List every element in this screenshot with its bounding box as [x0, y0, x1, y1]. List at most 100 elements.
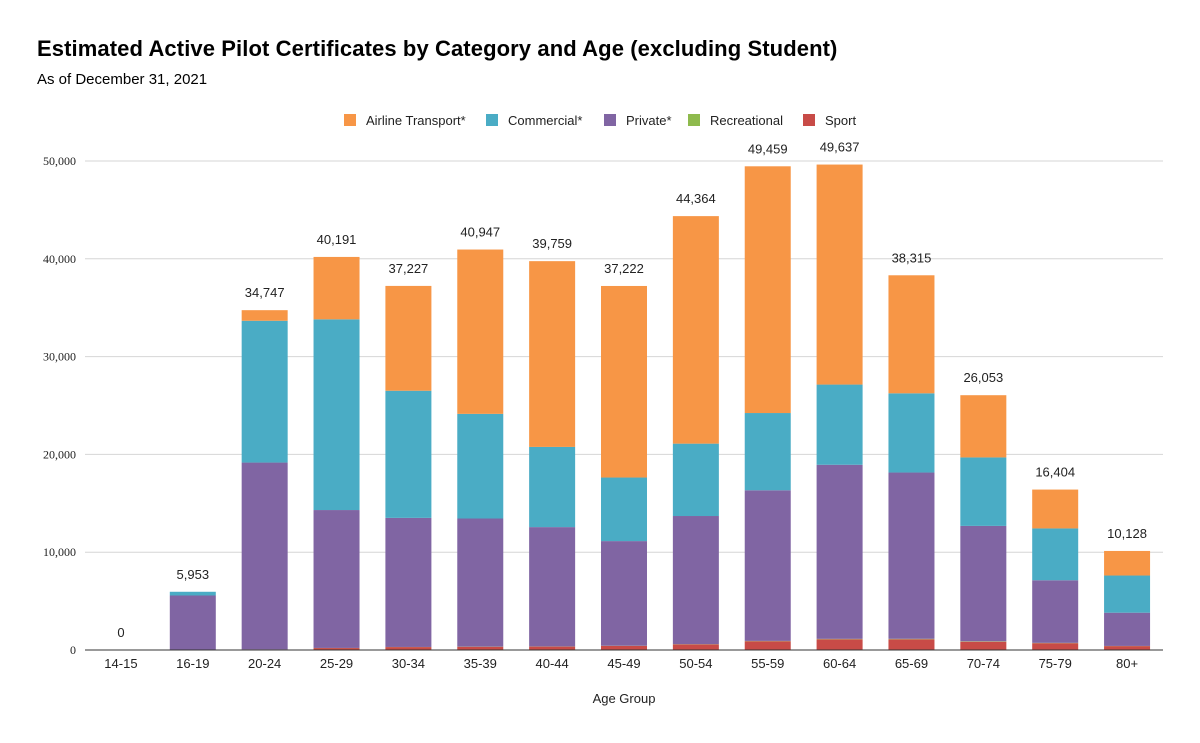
x-tick-label: 30-34	[392, 656, 425, 671]
bar-total-label: 10,128	[1107, 526, 1147, 541]
bar-segment-private	[1104, 612, 1151, 646]
bar-segment-sport	[1104, 646, 1151, 650]
bar-total-label: 40,947	[460, 225, 500, 240]
bar-total-label: 37,227	[389, 261, 429, 276]
x-tick-label: 25-29	[320, 656, 353, 671]
bar-segment-private	[385, 517, 432, 647]
bar-segment-sport	[816, 639, 863, 650]
bar-segment-airlinetransport	[313, 256, 360, 320]
bar-segment-commercial	[960, 457, 1007, 526]
bar-segment-private	[960, 525, 1007, 642]
x-tick-label: 45-49	[607, 656, 640, 671]
bar-segment-sport	[888, 639, 935, 650]
bar-total-label: 26,053	[963, 370, 1003, 385]
y-tick-label: 10,000	[43, 545, 76, 559]
x-tick-label: 50-54	[679, 656, 712, 671]
bar-total-label: 39,759	[532, 236, 572, 251]
y-tick-label: 20,000	[43, 447, 76, 461]
legend-swatch	[803, 114, 815, 126]
bar-segment-airlinetransport	[888, 275, 935, 394]
bar-total-label: 44,364	[676, 191, 716, 206]
bar-segment-airlinetransport	[960, 395, 1007, 458]
chart-title: Estimated Active Pilot Certificates by C…	[37, 36, 838, 61]
x-axis-label: Age Group	[593, 691, 656, 706]
x-tick-label: 65-69	[895, 656, 928, 671]
bar-segment-commercial	[888, 393, 935, 473]
bar-segment-commercial	[313, 319, 360, 511]
legend-label: Sport	[825, 113, 856, 128]
bar-segment-commercial	[601, 477, 647, 542]
x-tick-label: 14-15	[104, 656, 137, 671]
bar-segment-sport	[385, 647, 432, 650]
y-tick-label: 50,000	[43, 154, 76, 168]
y-tick-label: 40,000	[43, 252, 76, 266]
bar-total-label: 38,315	[892, 250, 932, 265]
bar-segment-airlinetransport	[385, 285, 432, 391]
bar-segment-airlinetransport	[672, 216, 719, 444]
legend-swatch	[486, 114, 498, 126]
bar-segment-sport	[672, 644, 719, 650]
bar-segment-private	[457, 518, 504, 647]
bar-segment-private	[816, 464, 863, 639]
bar-total-label: 16,404	[1035, 465, 1075, 480]
bar-segment-airlinetransport	[1032, 489, 1079, 529]
bar-segment-commercial	[744, 413, 791, 491]
bar-segment-sport	[529, 646, 576, 650]
y-tick-label: 30,000	[43, 350, 76, 364]
bar-segment-private	[888, 472, 935, 639]
bar-total-label: 49,637	[820, 140, 860, 155]
x-tick-label: 75-79	[1039, 656, 1072, 671]
legend-label: Private*	[626, 113, 672, 128]
bar-segment-commercial	[816, 384, 863, 465]
bar-segment-sport	[744, 641, 791, 650]
bar-segment-private	[313, 510, 360, 648]
legend-label: Airline Transport*	[366, 113, 466, 128]
x-tick-label: 16-19	[176, 656, 209, 671]
legend-swatch	[604, 114, 616, 126]
bar-segment-private	[672, 516, 719, 645]
bar-segment-airlinetransport	[529, 261, 576, 447]
x-tick-label: 55-59	[751, 656, 784, 671]
bar-segment-private	[744, 490, 791, 641]
bar-total-label: 49,459	[748, 141, 788, 156]
x-tick-label: 80+	[1116, 656, 1138, 671]
bar-segment-commercial	[1104, 575, 1151, 613]
bar-segment-commercial	[529, 446, 576, 528]
bar-total-label: 34,747	[245, 285, 285, 300]
bar-segment-sport	[313, 648, 360, 650]
bar-segment-airlinetransport	[744, 166, 791, 414]
bar-segment-airlinetransport	[1104, 550, 1151, 576]
bar-segment-airlinetransport	[816, 164, 863, 385]
bar-segment-commercial	[241, 320, 288, 463]
bar-segment-sport	[457, 646, 504, 650]
bar-segment-commercial	[169, 591, 216, 596]
bar-segment-commercial	[1032, 528, 1079, 581]
bar-segment-airlinetransport	[241, 310, 288, 321]
bar-segment-sport	[1032, 643, 1079, 650]
bar-segment-sport	[960, 641, 1007, 650]
x-tick-label: 70-74	[967, 656, 1000, 671]
x-tick-label: 60-64	[823, 656, 856, 671]
legend-label: Recreational	[710, 113, 783, 128]
bar-segment-airlinetransport	[601, 285, 647, 478]
bar-segment-commercial	[672, 443, 719, 517]
bar-total-label: 37,222	[604, 261, 644, 276]
x-tick-label: 40-44	[536, 656, 569, 671]
x-tick-label: 20-24	[248, 656, 281, 671]
bar-segment-private	[601, 541, 647, 646]
bar-segment-sport	[601, 645, 647, 650]
bar-segment-commercial	[457, 413, 504, 519]
legend-swatch	[344, 114, 356, 126]
legend-swatch	[688, 114, 700, 126]
y-tick-label: 0	[70, 643, 76, 657]
bar-segment-airlinetransport	[457, 249, 504, 414]
legend-label: Commercial*	[508, 113, 582, 128]
bar-total-label: 0	[117, 625, 124, 640]
bar-segment-private	[169, 595, 216, 650]
x-tick-label: 35-39	[464, 656, 497, 671]
bar-segment-commercial	[385, 390, 432, 518]
bar-total-label: 5,953	[177, 567, 210, 582]
chart-subtitle: As of December 31, 2021	[37, 71, 208, 88]
bar-segment-private	[529, 527, 576, 647]
